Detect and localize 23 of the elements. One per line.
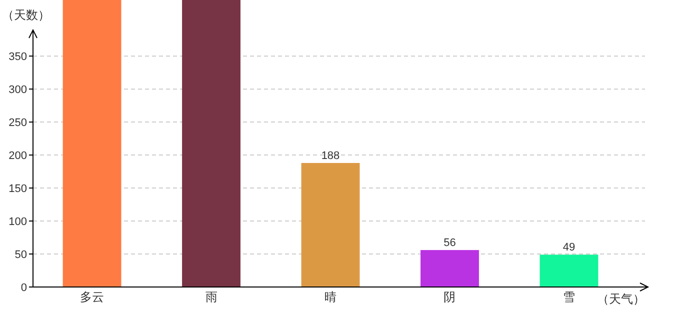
x-axis-title: （天气） (597, 292, 645, 306)
x-tick-label: 多云 (80, 290, 104, 304)
y-tick-label: 50 (14, 248, 27, 261)
y-axis-title: （天数） (2, 8, 50, 22)
bar (182, 0, 240, 287)
data-label: 188 (321, 150, 340, 162)
y-tick-label: 100 (8, 216, 27, 228)
x-tick-label: 阴 (444, 290, 456, 304)
y-tick-label: 150 (8, 182, 27, 195)
y-tick-label: 300 (8, 84, 27, 96)
y-tick-label: 250 (8, 116, 27, 129)
y-tick-label: 200 (8, 150, 27, 162)
x-tick-label: 晴 (324, 290, 336, 304)
y-tick-label: 0 (20, 282, 27, 294)
x-tick-label: 雨 (205, 290, 218, 304)
data-label: 56 (444, 237, 456, 250)
data-label: 49 (562, 242, 576, 254)
y-tick-label: 350 (8, 50, 27, 63)
bar (420, 250, 479, 287)
bar (540, 254, 598, 287)
bar (62, 0, 122, 287)
x-tick-label: 雪 (562, 290, 575, 304)
bar (301, 162, 360, 287)
